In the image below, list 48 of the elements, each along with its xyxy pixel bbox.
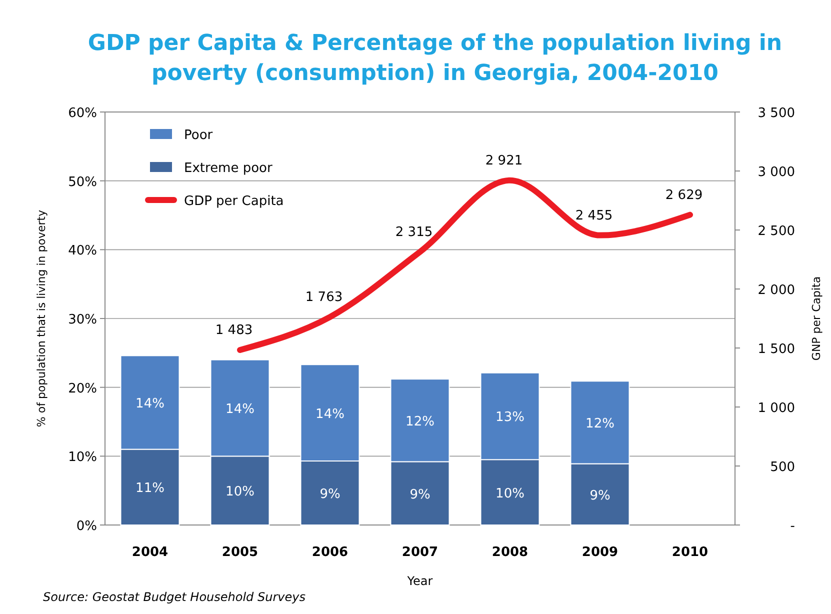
y-tick-label: 60% bbox=[68, 106, 97, 121]
chart-title: GDP per Capita & Percentage of the population living in poverty (consumption) in Georgia, 2004-2010 bbox=[88, 31, 782, 86]
y2-axis-title: GNP per Capita bbox=[810, 276, 823, 361]
data-label: 14% bbox=[316, 406, 344, 422]
x-axis-title: Year bbox=[406, 574, 433, 588]
y-tick-label: 0% bbox=[76, 519, 97, 534]
y2-tick-label: 2 500 bbox=[758, 224, 795, 239]
data-label: 2 455 bbox=[575, 208, 613, 224]
y-tick-label: 20% bbox=[68, 381, 97, 396]
data-label: 13% bbox=[496, 410, 524, 426]
data-label: 10% bbox=[496, 486, 524, 502]
x-tick-label: 2006 bbox=[312, 545, 348, 560]
data-label: 2 921 bbox=[485, 153, 523, 168]
y2-tick-label: 1 000 bbox=[758, 401, 795, 416]
source-note: Source: Geostat Budget Household Surveys bbox=[43, 590, 306, 604]
x-tick-label: 2008 bbox=[492, 545, 528, 560]
y2-tick-label: - bbox=[790, 519, 796, 534]
y-tick-label: 30% bbox=[68, 312, 97, 328]
x-tick-label: 2007 bbox=[402, 545, 438, 560]
data-label: 14% bbox=[226, 402, 254, 417]
data-label: 9% bbox=[410, 487, 430, 502]
data-label: 1 483 bbox=[215, 323, 253, 338]
data-label: 1 763 bbox=[305, 290, 343, 305]
legend-label: GDP per Capita bbox=[184, 194, 284, 209]
y-tick-label: 10% bbox=[68, 450, 97, 466]
y-tick-label: 40% bbox=[68, 244, 97, 259]
y2-tick-label: 3 000 bbox=[758, 165, 795, 180]
data-label: 11% bbox=[136, 481, 164, 496]
data-label: 9% bbox=[320, 486, 340, 502]
legend-label: Poor bbox=[184, 128, 214, 143]
data-label: 12% bbox=[586, 416, 614, 432]
y2-tick-label: 1 500 bbox=[758, 342, 795, 357]
y-axis-title: % of population that is living in poverty bbox=[35, 209, 48, 428]
y2-tick-label: 500 bbox=[770, 460, 795, 475]
data-label: 9% bbox=[590, 488, 610, 504]
data-label: 12% bbox=[406, 414, 434, 430]
data-label: 2 629 bbox=[665, 188, 703, 203]
data-label: 10% bbox=[226, 484, 254, 500]
legend-label: Extreme poor bbox=[184, 161, 274, 176]
x-tick-label: 2010 bbox=[672, 545, 708, 560]
x-tick-label: 2005 bbox=[222, 545, 258, 560]
data-label: 14% bbox=[136, 396, 164, 412]
data-label: 2 315 bbox=[395, 224, 433, 240]
x-tick-label: 2009 bbox=[582, 545, 618, 560]
x-tick-label: 2004 bbox=[132, 545, 168, 560]
y-tick-label: 50% bbox=[68, 174, 97, 190]
y2-tick-label: 2 000 bbox=[758, 283, 795, 298]
y2-tick-label: 3 500 bbox=[758, 106, 795, 121]
